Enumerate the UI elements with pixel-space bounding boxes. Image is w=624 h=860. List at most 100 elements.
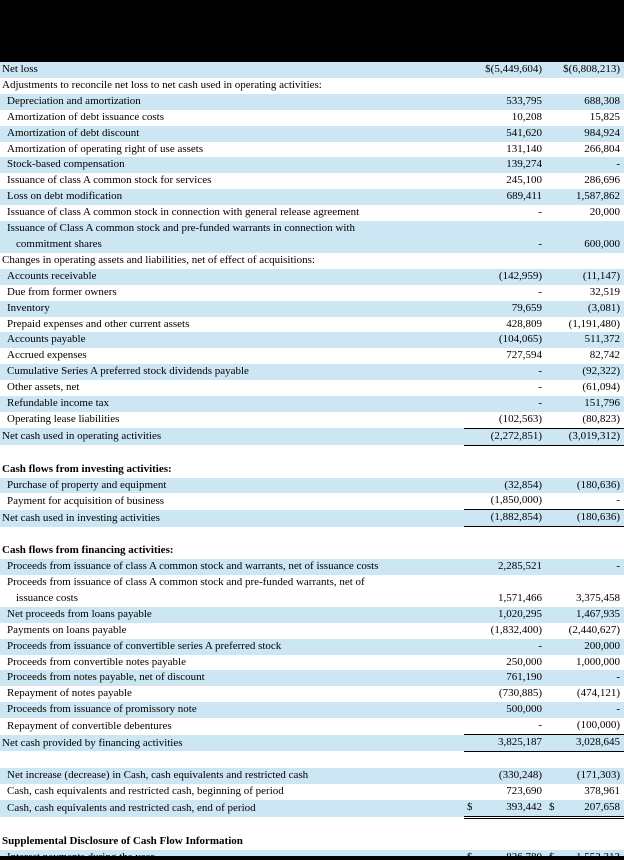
amount-col2: - bbox=[546, 702, 624, 718]
row-label: Proceeds from issuance of class A common… bbox=[7, 575, 365, 604]
amount-value: $(6,808,213) bbox=[563, 63, 620, 75]
table-row: Stock-based compensation 139,274 - bbox=[0, 157, 624, 174]
amount-col2: 15,825 bbox=[546, 110, 624, 126]
amount-col1: - bbox=[464, 285, 546, 301]
row-label: Net proceeds from loans payable bbox=[7, 607, 152, 620]
row-label: Other assets, net bbox=[7, 381, 80, 394]
amount-col2 bbox=[546, 253, 624, 269]
amount-col1 bbox=[464, 462, 546, 478]
table-row: Proceeds from issuance of convertible se… bbox=[0, 638, 624, 655]
amount-col1: (330,248) bbox=[464, 768, 546, 784]
page-edge-bar bbox=[0, 856, 624, 860]
amount-value: (3,019,312) bbox=[568, 429, 620, 442]
table-row: Issuance of class A common stock for ser… bbox=[0, 173, 624, 190]
row-label: Amortization of debt issuance costs bbox=[7, 110, 165, 123]
amount-value: 1,000,000 bbox=[576, 655, 620, 668]
amount-col2: (1,191,480) bbox=[546, 317, 624, 333]
amount-value: - bbox=[538, 719, 542, 732]
table-row: Proceeds from notes payable, net of disc… bbox=[0, 670, 624, 687]
table-row: Net increase (decrease) in Cash, cash eq… bbox=[0, 767, 624, 784]
row-label: Cumulative Series A preferred stock divi… bbox=[7, 365, 249, 378]
row-label: Purchase of property and equipment bbox=[7, 478, 167, 491]
amount-value: (1,191,480) bbox=[568, 317, 620, 330]
row-label: Supplemental Disclosure of Cash Flow Inf… bbox=[2, 835, 243, 848]
amount-col1: (1,882,854) bbox=[464, 509, 546, 528]
table-row: Refundable income tax - 151,796 bbox=[0, 396, 624, 412]
table-row: Issuance of class A common stock in conn… bbox=[0, 205, 624, 222]
amount-col2: (11,147) bbox=[546, 269, 624, 285]
row-label: Repayment of notes payable bbox=[7, 687, 132, 700]
row-label: Issuance of Class A common stock and pre… bbox=[7, 222, 355, 250]
amount-value: - bbox=[538, 237, 542, 250]
amount-col1: (104,065) bbox=[464, 332, 546, 348]
table-row: Proceeds from issuance of promissory not… bbox=[0, 702, 624, 719]
table-row: Cash, cash equivalents and restricted ca… bbox=[0, 799, 624, 819]
row-label: Net loss bbox=[2, 63, 38, 75]
amount-value: (1,832,400) bbox=[490, 623, 542, 636]
amount-col2 bbox=[546, 543, 624, 559]
row-label: Changes in operating assets and liabilit… bbox=[2, 253, 315, 266]
amount-value: 533,795 bbox=[506, 94, 542, 107]
amount-col1: 428,809 bbox=[464, 317, 546, 333]
amount-value: 82,742 bbox=[589, 349, 620, 362]
table-row: Interest payments during the year$826,78… bbox=[0, 850, 624, 860]
table-row: Accounts payable (104,065) 511,372 bbox=[0, 332, 624, 349]
amount-col1: (32,854) bbox=[464, 478, 546, 494]
table-row: Payments on loans payable (1,832,400) (2,4… bbox=[0, 622, 624, 639]
amount-value: - bbox=[538, 639, 542, 652]
amount-value: (1,850,000) bbox=[490, 494, 542, 507]
amount-value: 511,372 bbox=[584, 333, 620, 346]
cashflow-table-body: Net loss $(5,449,604) $(6,808,213) Adjustme… bbox=[0, 62, 624, 860]
amount-col1: 1,020,295 bbox=[464, 607, 546, 623]
amount-col2 bbox=[546, 834, 624, 850]
amount-col2: 200,000 bbox=[546, 639, 624, 655]
amount-value: (100,000) bbox=[576, 719, 620, 732]
row-label: Inventory bbox=[7, 301, 50, 314]
table-row: Depreciation and amortization 533,795 688,… bbox=[0, 93, 624, 110]
spacer-cell bbox=[0, 445, 624, 461]
amount-value: (3,081) bbox=[587, 301, 620, 314]
amount-col2: 600,000 bbox=[546, 221, 624, 253]
amount-col2: 20,000 bbox=[546, 205, 624, 221]
amount-value: 723,690 bbox=[506, 784, 542, 797]
amount-col1: - bbox=[464, 639, 546, 655]
table-row: Amortization of debt issuance costs 10,20… bbox=[0, 109, 624, 126]
table-row: Net cash used in operating activities (2,… bbox=[0, 428, 624, 446]
table-row: Accrued expenses 727,594 82,742 bbox=[0, 348, 624, 365]
amount-value: 689,411 bbox=[506, 190, 542, 203]
row-label: Adjustments to reconcile net loss to net… bbox=[2, 78, 322, 91]
table-row: Net cash used in investing activities (1,… bbox=[0, 509, 624, 528]
amount-col1: 689,411 bbox=[464, 189, 546, 205]
spacer-cell bbox=[0, 751, 624, 767]
amount-value: - bbox=[538, 381, 542, 394]
amount-value: - bbox=[616, 703, 620, 716]
amount-value: (2,272,851) bbox=[490, 429, 542, 442]
table-row: Purchase of property and equipment (32,85… bbox=[0, 477, 624, 494]
redacted-header-band bbox=[0, 0, 624, 62]
cash-flow-table: Net loss $(5,449,604) $(6,808,213) Adjustme… bbox=[0, 62, 624, 860]
amount-col1: 131,140 bbox=[464, 142, 546, 158]
amount-value: 151,796 bbox=[584, 397, 620, 410]
amount-value: - bbox=[616, 560, 620, 573]
amount-value: 1,467,935 bbox=[576, 607, 620, 620]
table-row: Operating lease liabilities (102,563) (80,… bbox=[0, 411, 624, 429]
table-row: Net cash provided by financing activitie… bbox=[0, 734, 624, 752]
amount-col2: $1,552,313 bbox=[546, 850, 624, 860]
amount-col1: $(5,449,604) bbox=[464, 62, 546, 78]
row-label: Proceeds from convertible notes payable bbox=[7, 655, 186, 668]
amount-value: 428,809 bbox=[506, 317, 542, 330]
amount-value: (730,885) bbox=[498, 687, 542, 700]
amount-value: - bbox=[616, 158, 620, 171]
amount-col2: 151,796 bbox=[546, 396, 624, 412]
amount-value: 727,594 bbox=[506, 349, 542, 362]
row-label: Operating lease liabilities bbox=[7, 413, 120, 426]
row-label: Issuance of class A common stock in conn… bbox=[7, 206, 360, 219]
amount-col2: 286,696 bbox=[546, 173, 624, 189]
amount-value: 139,274 bbox=[506, 158, 542, 171]
amount-value: - bbox=[538, 206, 542, 219]
amount-value: 600,000 bbox=[584, 237, 620, 250]
table-row: Amortization of debt discount 541,620 984,… bbox=[0, 125, 624, 142]
amount-value: 541,620 bbox=[506, 126, 542, 139]
amount-col1: 3,825,187 bbox=[464, 734, 546, 752]
